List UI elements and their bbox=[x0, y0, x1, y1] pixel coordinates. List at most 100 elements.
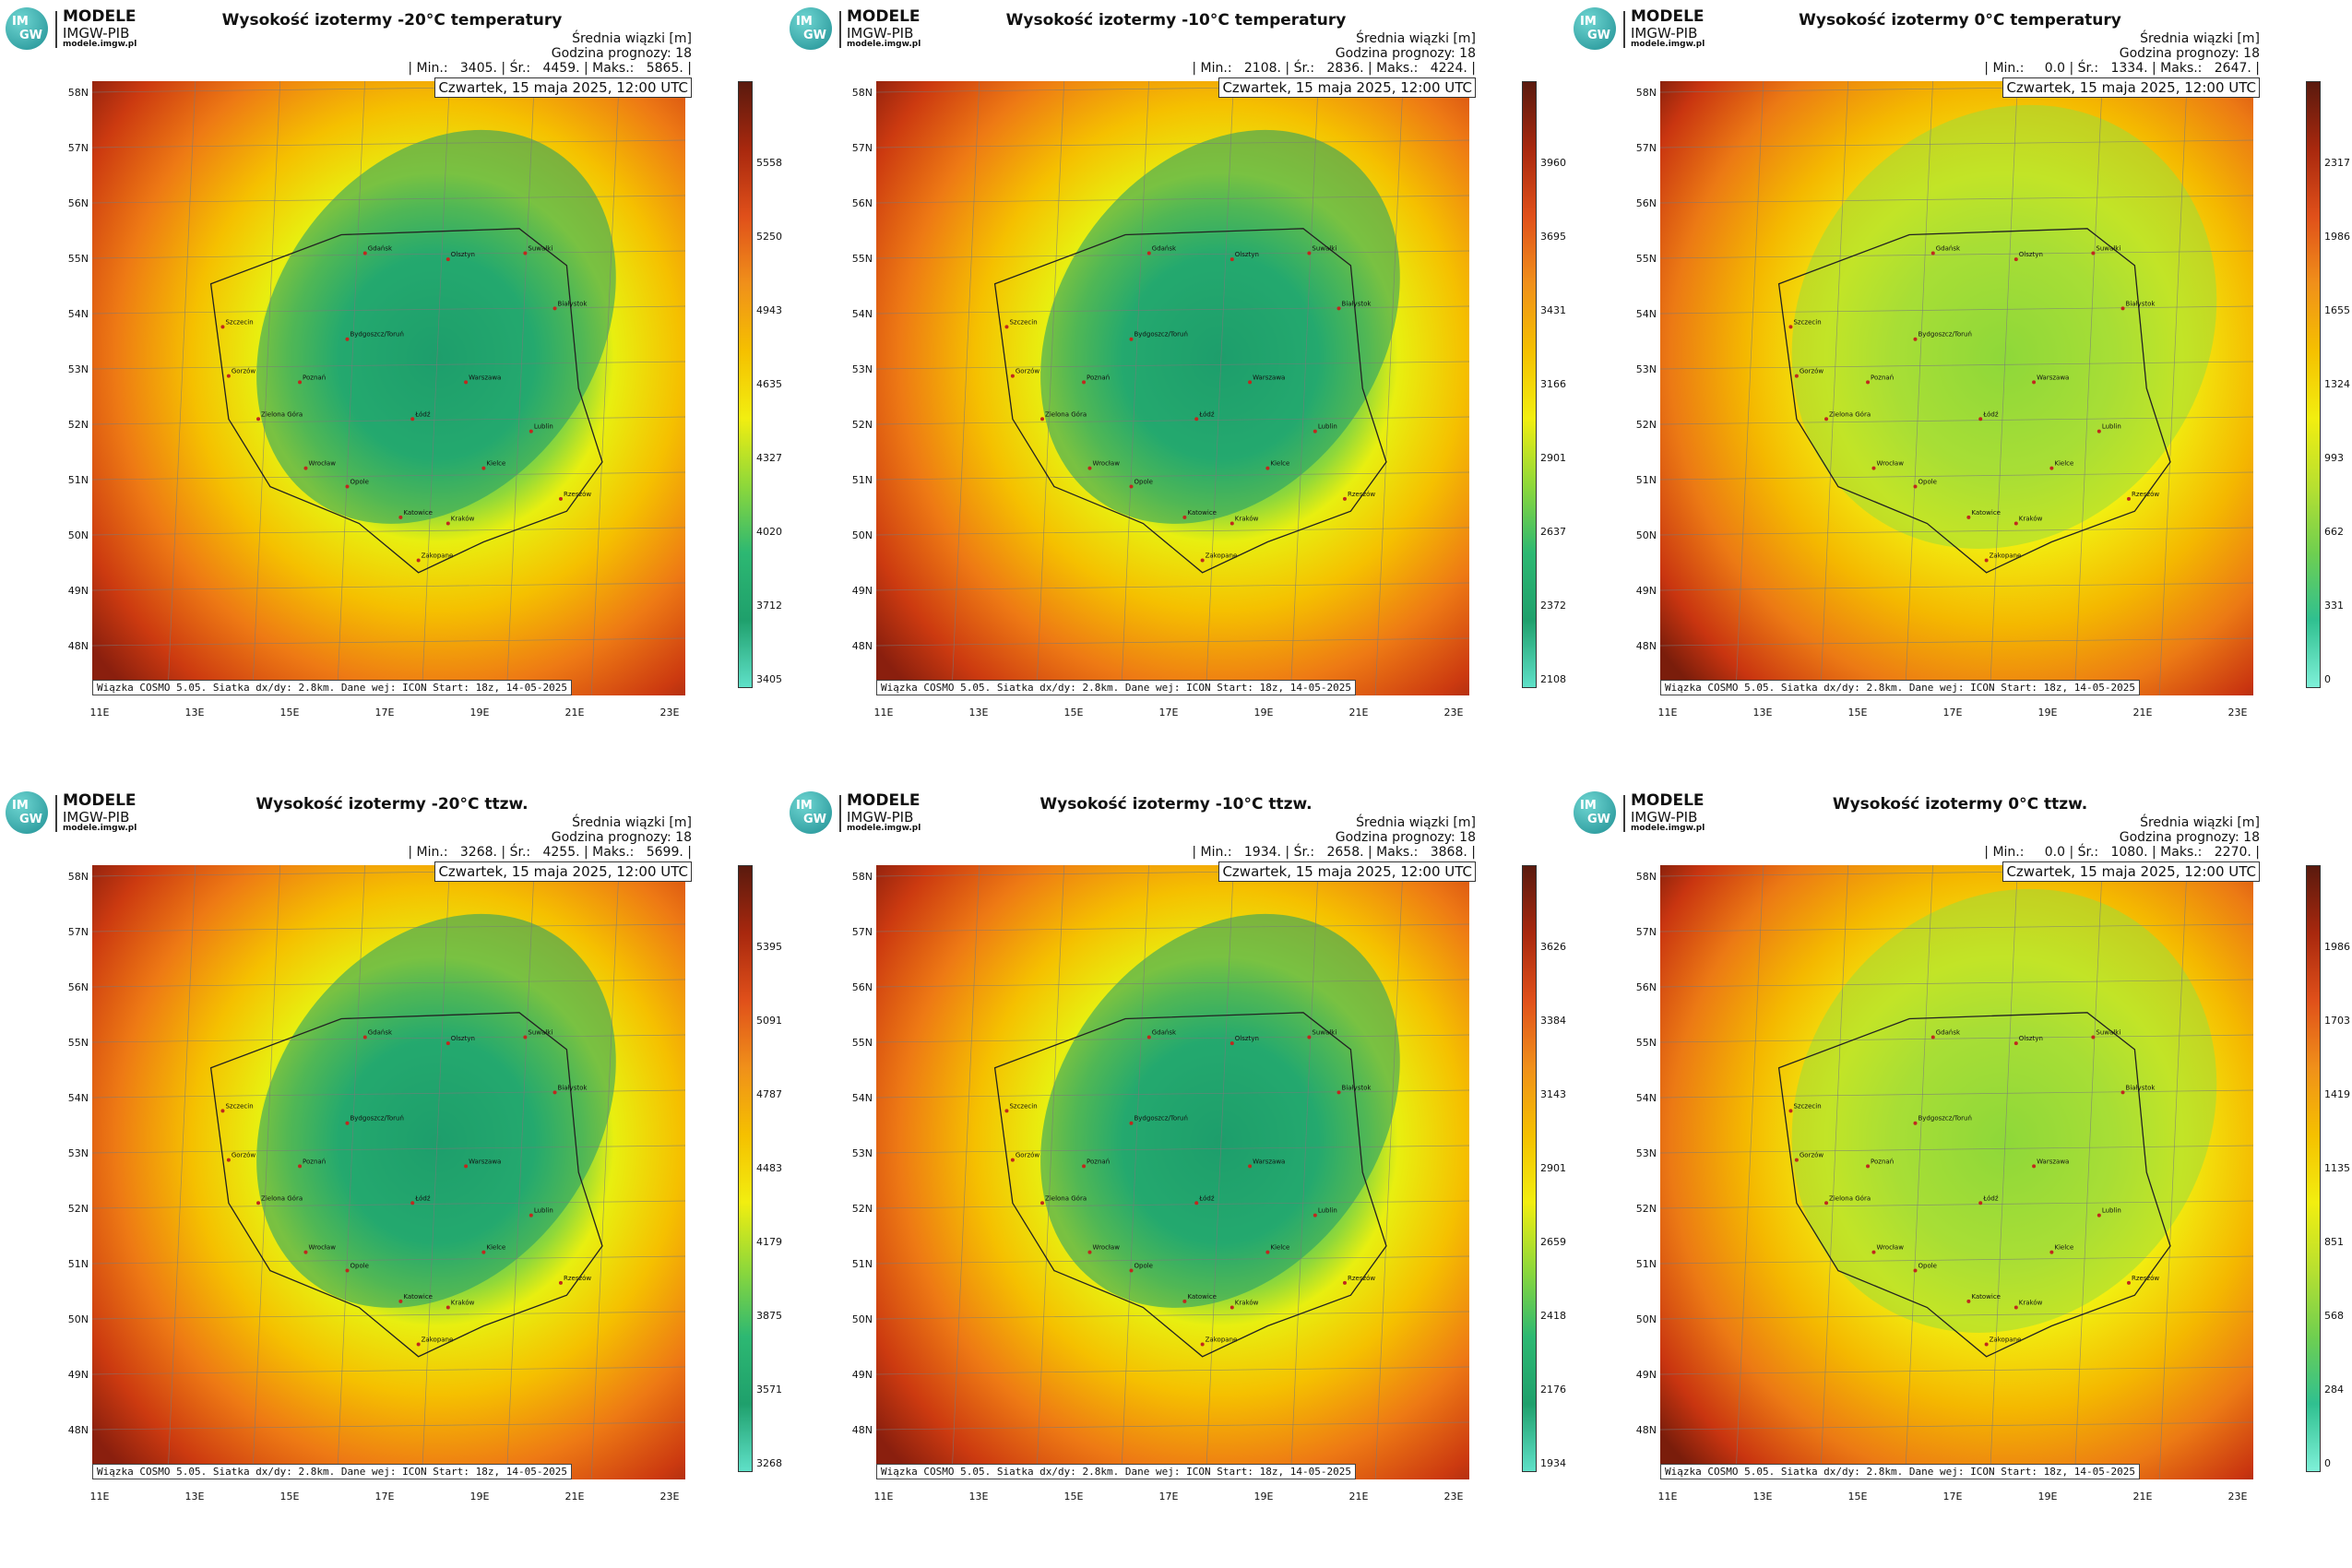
city-label: Kraków bbox=[451, 516, 475, 523]
latitude-label: 48N bbox=[851, 640, 873, 652]
color-scale-label: 4635 bbox=[756, 378, 782, 390]
color-scale-label: 5250 bbox=[756, 231, 782, 243]
longitude-label: 19E bbox=[469, 1491, 490, 1503]
logo-line3: modele.imgw.pl bbox=[1631, 824, 1705, 833]
city-marker bbox=[1129, 484, 1134, 489]
color-scale-label: 1655 bbox=[2324, 304, 2350, 316]
color-scale-label: 2659 bbox=[1540, 1236, 1566, 1248]
city-label: Olsztyn bbox=[1235, 251, 1259, 258]
color-scale-label: 5558 bbox=[756, 157, 782, 169]
color-scale-label: 2372 bbox=[1540, 600, 1566, 612]
latitude-label: 56N bbox=[1635, 197, 1657, 209]
logo-mark: IM GW bbox=[6, 791, 48, 834]
city-marker bbox=[1913, 484, 1918, 489]
city-label: Katowice bbox=[1971, 1293, 2001, 1301]
color-scale-label: 2176 bbox=[1540, 1384, 1566, 1396]
city-label: Gorzów bbox=[232, 1152, 256, 1159]
city-label: Gorzów bbox=[1016, 1152, 1040, 1159]
latitude-label: 49N bbox=[1635, 585, 1657, 597]
logo-line3: modele.imgw.pl bbox=[847, 824, 921, 833]
poland-border bbox=[1777, 1012, 2171, 1358]
valid-date: Czwartek, 15 maja 2025, 12:00 UTC bbox=[1218, 77, 1476, 98]
city-marker bbox=[1930, 1035, 1935, 1039]
city-label: Białystok bbox=[558, 300, 588, 307]
city-marker bbox=[2097, 1213, 2101, 1218]
valid-date: Czwartek, 15 maja 2025, 12:00 UTC bbox=[1218, 861, 1476, 882]
city-marker bbox=[1129, 1121, 1134, 1125]
forecast-info: Średnia wiązki [m] Godzina prognozy: 18 bbox=[552, 31, 692, 61]
city-label: Katowice bbox=[403, 1293, 433, 1301]
city-label: Wrocław bbox=[1092, 1244, 1120, 1252]
city-marker bbox=[1788, 325, 1793, 329]
panel-title: Wysokość izotermy -20°C ttzw. bbox=[255, 795, 529, 814]
city-marker bbox=[1307, 251, 1312, 255]
color-scale-label: 0 bbox=[2324, 673, 2331, 685]
latitude-label: 56N bbox=[851, 981, 873, 993]
city-marker bbox=[2126, 496, 2131, 501]
city-marker bbox=[2049, 466, 2054, 470]
stats-line: | Min.: 0.0 | Śr.: 1080. | Maks.: 2270. … bbox=[1984, 845, 2260, 860]
longitude-label: 11E bbox=[873, 707, 894, 719]
valid-date: Czwartek, 15 maja 2025, 12:00 UTC bbox=[2002, 77, 2260, 98]
city-marker bbox=[1200, 1342, 1205, 1347]
longitude-label: 17E bbox=[374, 707, 395, 719]
city-marker bbox=[1004, 325, 1009, 329]
city-label: Gorzów bbox=[1800, 1152, 1824, 1159]
panel-title: Wysokość izotermy -10°C ttzw. bbox=[1039, 795, 1313, 814]
logo-line1: MODELE bbox=[63, 7, 137, 26]
imgw-logo: IM GW MODELE IMGW-PIB modele.imgw.pl bbox=[1574, 791, 1705, 837]
logo-divider bbox=[1623, 11, 1625, 48]
city-marker bbox=[1082, 380, 1087, 385]
logo-divider bbox=[55, 11, 57, 48]
city-label: Warszawa bbox=[469, 1158, 501, 1165]
logo-mark-top: IM bbox=[1580, 15, 1597, 29]
city-label: Białystok bbox=[1342, 1084, 1372, 1091]
city-marker bbox=[1978, 1201, 1983, 1206]
city-label: Zielona Góra bbox=[261, 410, 303, 418]
latitude-label: 55N bbox=[67, 1037, 89, 1049]
city-marker bbox=[1336, 306, 1341, 311]
city-label: Opole bbox=[350, 1263, 369, 1270]
color-scale-label: 284 bbox=[2324, 1384, 2344, 1396]
longitude-label: 17E bbox=[1158, 1491, 1179, 1503]
city-label: Łódź bbox=[1198, 410, 1215, 418]
logo-mark-bottom: GW bbox=[19, 29, 43, 42]
city-marker bbox=[226, 374, 231, 378]
city-label: Lublin bbox=[534, 1207, 553, 1215]
city-marker bbox=[1794, 374, 1799, 378]
city-marker bbox=[2032, 1164, 2037, 1169]
model-footer: Wiązka COSMO 5.05. Siatka dx/dy: 2.8km. … bbox=[1660, 1464, 2140, 1479]
city-marker bbox=[1040, 417, 1045, 422]
latitude-label: 48N bbox=[67, 640, 89, 652]
city-marker bbox=[464, 1164, 469, 1169]
city-marker bbox=[523, 1035, 528, 1039]
city-label: Bydgoszcz/Toruń bbox=[1918, 331, 1971, 339]
longitude-label: 11E bbox=[1657, 707, 1678, 719]
city-marker bbox=[1913, 1121, 1918, 1125]
city-marker bbox=[2126, 1280, 2131, 1285]
city-marker bbox=[1087, 1250, 1092, 1254]
longitude-label: 17E bbox=[1942, 707, 1963, 719]
city-marker bbox=[220, 325, 225, 329]
latitude-label: 55N bbox=[851, 253, 873, 265]
city-label: Zakopane bbox=[1990, 1336, 2022, 1343]
longitude-label: 13E bbox=[1752, 707, 1773, 719]
longitude-label: 17E bbox=[374, 1491, 395, 1503]
latitude-label: 54N bbox=[67, 308, 89, 320]
latitude-label: 52N bbox=[1635, 1203, 1657, 1215]
city-label: Szczecin bbox=[225, 318, 253, 326]
city-label: Zakopane bbox=[422, 552, 454, 559]
city-label: Bydgoszcz/Toruń bbox=[350, 1115, 403, 1123]
city-marker bbox=[256, 417, 261, 422]
city-label: Gdańsk bbox=[1152, 244, 1177, 252]
info-line1: Średnia wiązki [m] bbox=[1356, 815, 1476, 830]
city-marker bbox=[445, 1305, 450, 1310]
color-scale-label: 4327 bbox=[756, 452, 782, 464]
logo-mark-top: IM bbox=[1580, 799, 1597, 813]
latitude-label: 49N bbox=[851, 1369, 873, 1381]
logo-line1: MODELE bbox=[1631, 7, 1705, 26]
latitude-label: 53N bbox=[67, 363, 89, 375]
city-label: Lublin bbox=[534, 423, 553, 431]
city-label: Rzeszów bbox=[564, 491, 591, 498]
city-marker bbox=[1229, 1305, 1234, 1310]
